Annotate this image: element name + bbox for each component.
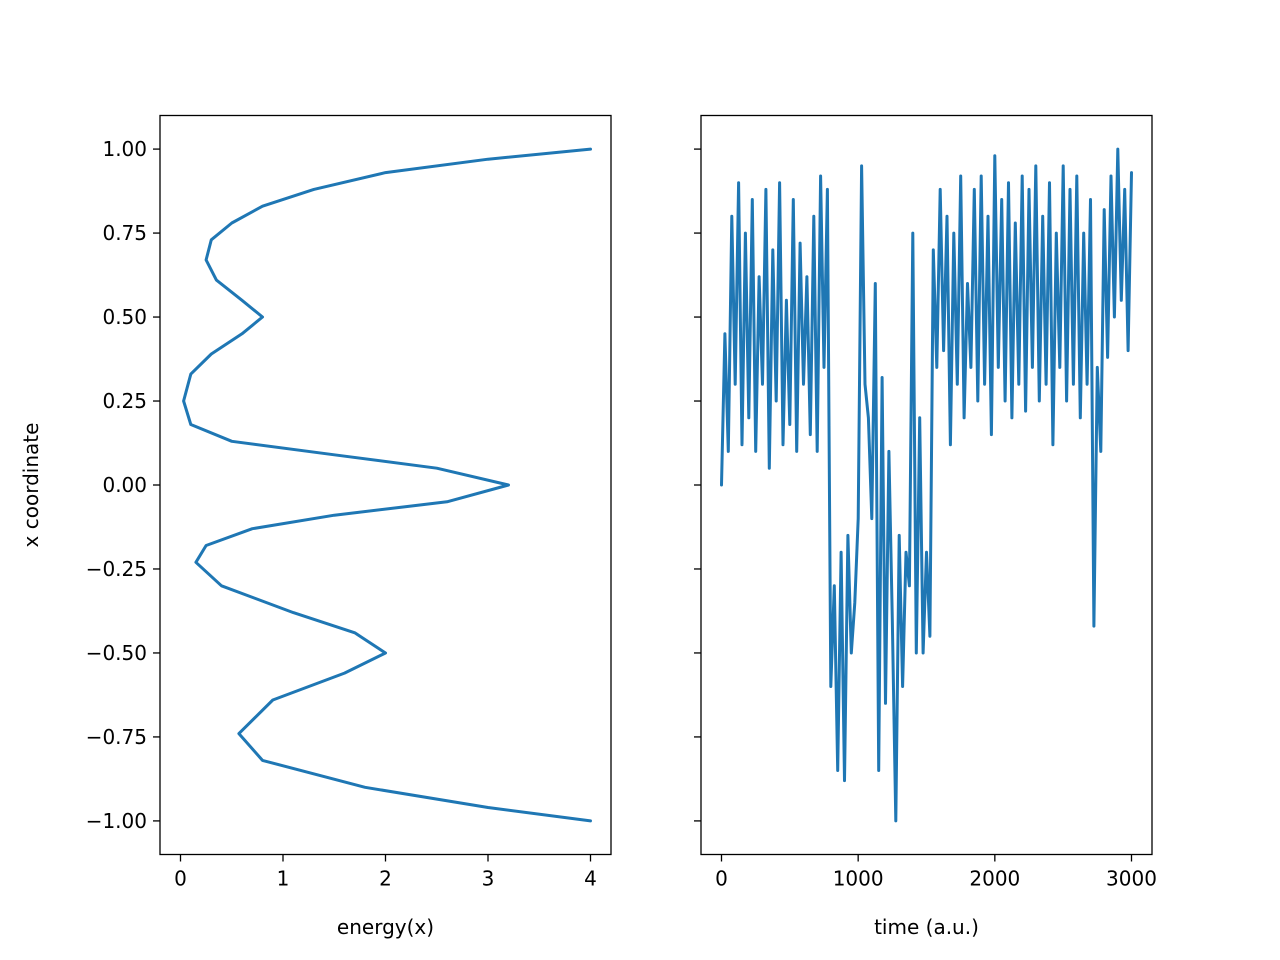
trajectory-x-tick-label: 0 [715, 867, 728, 891]
energy-y-tick-label: −0.50 [86, 641, 147, 665]
trajectory-y-ticks [694, 148, 701, 822]
energy-x-tick-label: 1 [277, 867, 290, 891]
energy-plot-panel: 0 1 2 3 4 1.00 0.75 0.50 0.25 0.00 −0.25 −0.50 −0.7… [19, 114, 612, 939]
energy-y-tick-label: 0.75 [102, 221, 147, 245]
energy-y-tick-label: 0.50 [102, 305, 147, 329]
energy-y-tick-label: −1.00 [86, 809, 147, 833]
energy-y-axis-label: x coordinate [19, 423, 43, 548]
energy-x-tick-label: 4 [584, 867, 597, 891]
energy-y-tick-label: 1.00 [102, 137, 147, 161]
energy-series-line-0 [182, 147, 592, 823]
energy-x-tick-label: 0 [174, 867, 187, 891]
trajectory-x-tick-label: 2000 [969, 867, 1020, 891]
trajectory-x-tick-label: 3000 [1106, 867, 1157, 891]
energy-y-tick-label: 0.00 [102, 473, 147, 497]
trajectory-x-tick-label: 1000 [833, 867, 884, 891]
energy-curve-group [182, 147, 592, 823]
energy-y-tick-label: −0.75 [86, 725, 147, 749]
energy-x-tick-label: 2 [379, 867, 392, 891]
trajectory-curve-group [720, 147, 1133, 823]
energy-y-ticks: 1.00 0.75 0.50 0.25 0.00 −0.25 −0.50 −0.75 −1.00 [86, 137, 160, 833]
trajectory-x-ticks: 0 1000 2000 3000 [715, 854, 1157, 891]
energy-x-ticks: 0 1 2 3 4 [174, 854, 597, 891]
energy-y-tick-label: 0.25 [102, 389, 147, 413]
energy-x-axis-label: energy(x) [337, 915, 434, 939]
trajectory-plot-panel: 0 1000 2000 3000 time (a.u.) [694, 114, 1157, 939]
energy-x-tick-label: 3 [482, 867, 495, 891]
trajectory-x-axis-label: time (a.u.) [874, 915, 979, 939]
energy-y-tick-label: −0.25 [86, 557, 147, 581]
trajectory-series-line-0 [720, 147, 1133, 823]
